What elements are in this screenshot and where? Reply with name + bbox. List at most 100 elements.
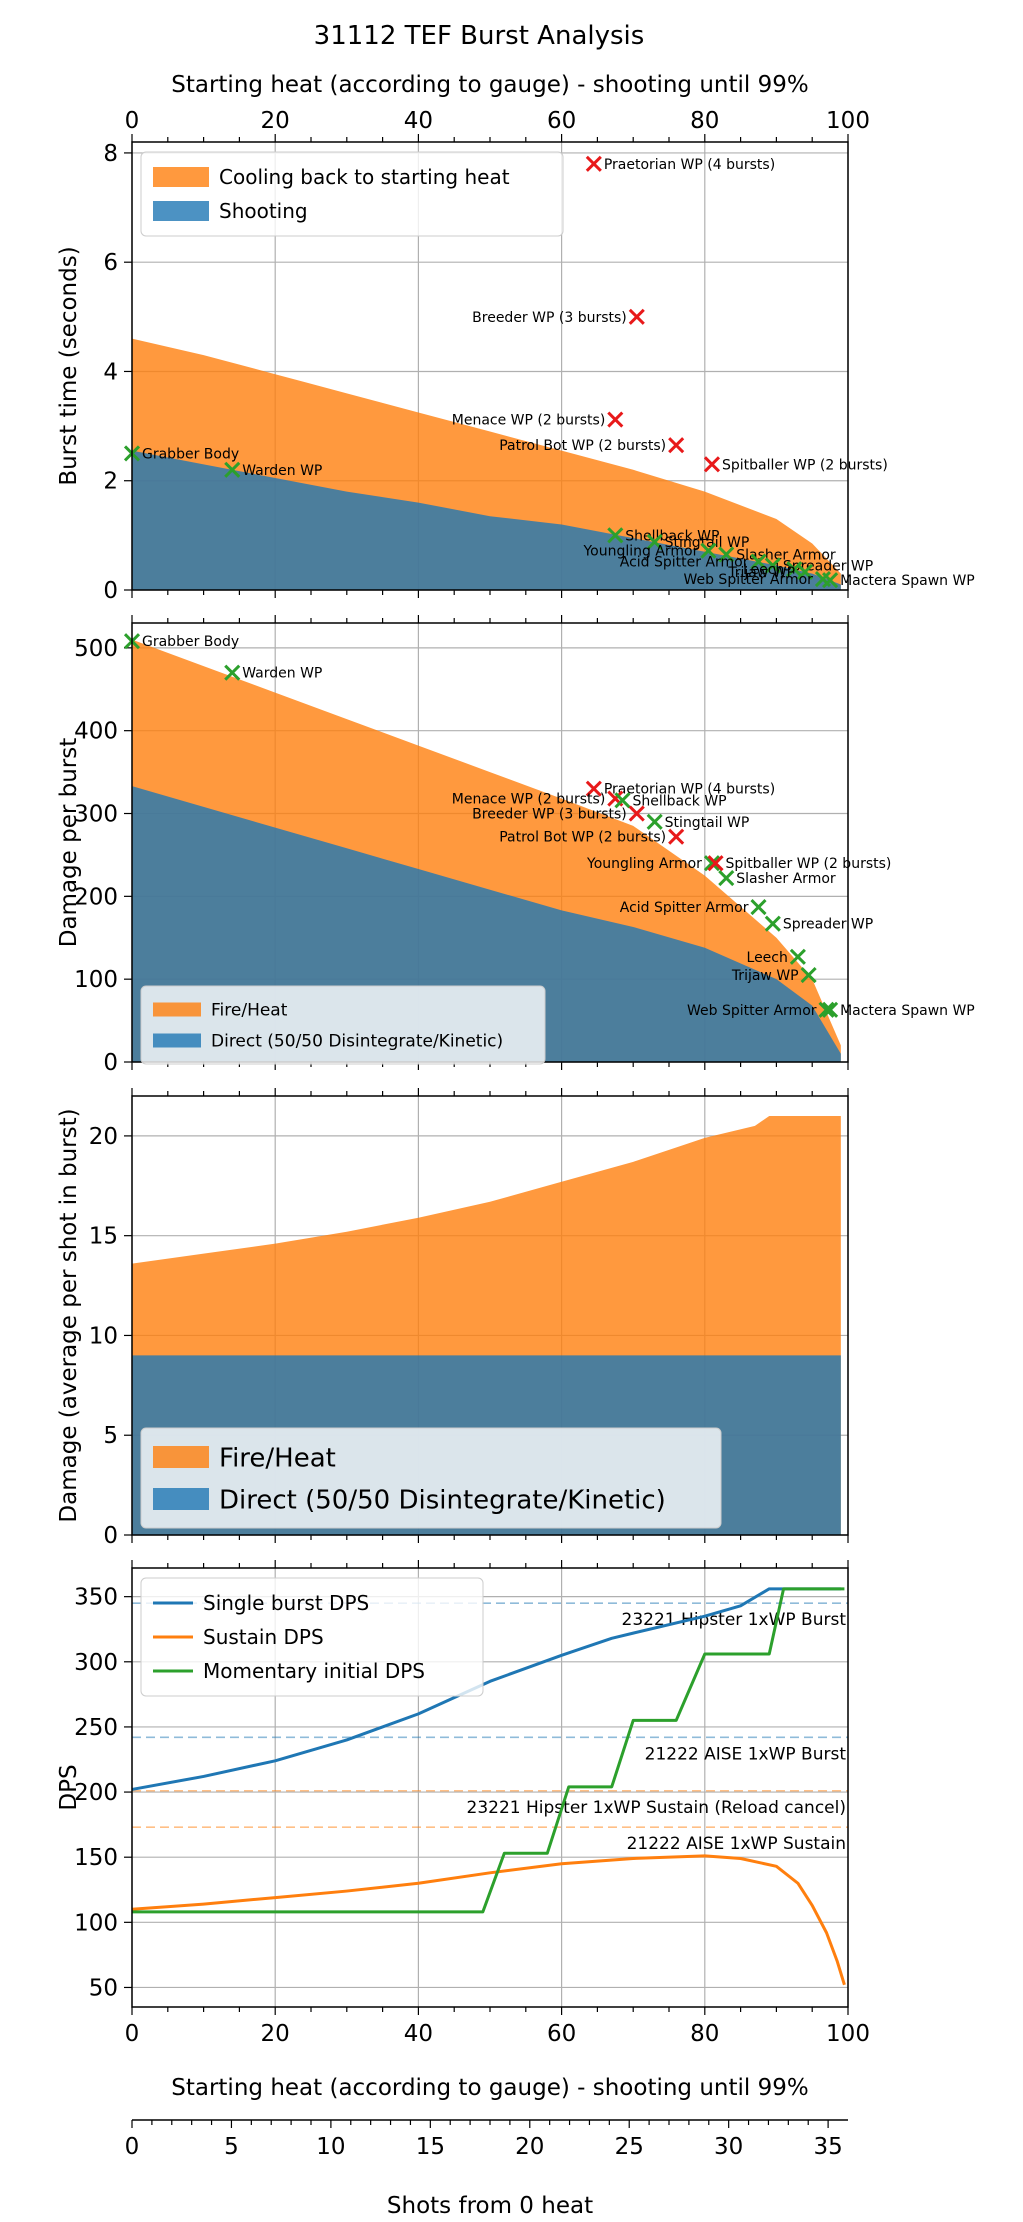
bottom-x-tick-label: 40	[404, 2021, 433, 2047]
marker-label: Youngling Armor	[582, 544, 698, 560]
legend-swatch	[153, 1002, 201, 1017]
marker-label: Shellback WP	[625, 528, 719, 544]
marker-label: Menace WP (2 bursts)	[452, 792, 606, 808]
plot-frame	[131, 141, 849, 591]
marker-label: Praetorian WP (4 bursts)	[604, 782, 775, 798]
reference-line-label: 21222 AISE 1xWP Burst	[645, 1744, 847, 1764]
marker-slasher-armor: Slasher Armor	[718, 870, 836, 887]
figure-title: 31112 TEF Burst Analysis	[314, 21, 645, 51]
marker-label: Leech	[743, 562, 784, 578]
marker-acid-spitter-armor: Acid Spitter Armor	[620, 553, 767, 571]
marker-label: Grabber Body	[142, 446, 239, 462]
marker-menace-wp-2-bursts-: Menace WP (2 bursts)	[452, 790, 624, 808]
marker-acid-spitter-armor: Acid Spitter Armor	[620, 899, 767, 916]
marker-web-spitter-armor: Web Spitter Armor	[683, 571, 832, 588]
marker-praetorian-wp-4-bursts-: Praetorian WP (4 bursts)	[585, 780, 775, 798]
marker-label: Stingtail WP	[665, 535, 750, 551]
y-axis-label: Damage per burst	[56, 738, 82, 948]
green-x-marker	[764, 915, 781, 932]
legend-label: Direct (50/50 Disintegrate/Kinetic)	[211, 1032, 503, 1052]
legend: Single burst DPS Sustain DPS Momentary ini…	[140, 1577, 484, 1697]
marker-label: Web Spitter Armor	[687, 1003, 817, 1019]
y-axis-label: DPS	[56, 1764, 82, 1810]
marker-label: Slasher Armor	[736, 871, 836, 887]
legend: Cooling back to starting heat Shooting	[140, 151, 564, 237]
marker-label: Leech	[747, 950, 788, 966]
y-tick-label: 250	[74, 1715, 118, 1741]
green-x-marker	[718, 546, 735, 563]
marker-mactera-spawn-wp: Mactera Spawn WP	[822, 572, 975, 589]
red-x-marker	[628, 805, 645, 822]
marker-warden-wp: Warden WP	[224, 461, 322, 479]
marker-shellback-wp: Shellback WP	[614, 792, 727, 809]
line-sustain-dps	[131, 1854, 846, 1986]
legend-label: Single burst DPS	[203, 1591, 369, 1615]
legend-swatch	[153, 167, 209, 187]
y-axis-label: Damage (average per shot in burst)	[56, 1108, 82, 1522]
marker-breeder-wp-3-bursts-: Breeder WP (3 bursts)	[472, 308, 645, 326]
marker-spitballer-wp-2-bursts-: Spitballer WP (2 bursts)	[707, 855, 892, 872]
legend-swatch	[153, 201, 209, 221]
y-axis-label: Burst time (seconds)	[56, 246, 82, 485]
top-x-tick-label: 40	[404, 108, 433, 134]
y-tick-label: 400	[74, 719, 118, 745]
reference-line-label: 23221 Hipster 1xWP Sustain (Reload cance…	[467, 1798, 846, 1818]
y-tick-label: 200	[74, 1780, 118, 1806]
marker-label: Spitballer WP (2 bursts)	[722, 457, 888, 473]
marker-stingtail-wp: Stingtail WP	[646, 813, 749, 831]
green-x-marker	[822, 1001, 839, 1018]
marker-label: Breeder WP (3 bursts)	[472, 807, 627, 823]
legend-swatch	[153, 1488, 209, 1510]
y-tick-label: 100	[74, 967, 118, 993]
marker-label: Shellback WP	[632, 793, 726, 809]
marker-mactera-spawn-wp: Mactera Spawn WP	[822, 1001, 975, 1019]
green-x-marker	[789, 948, 806, 965]
green-x-marker	[822, 572, 839, 589]
y-tick-label: 8	[103, 141, 118, 167]
red-x-marker	[607, 411, 624, 428]
shots-tick-label: 5	[224, 2134, 239, 2160]
legend-label: Direct (50/50 Disintegrate/Kinetic)	[219, 1485, 666, 1515]
top-x-tick-label: 0	[125, 108, 140, 134]
shots-tick-label: 15	[416, 2134, 445, 2160]
marker-shellback-wp: Shellback WP	[607, 527, 719, 544]
green-x-marker	[700, 542, 717, 559]
top-axis-label: Starting heat (according to gauge) - sho…	[171, 72, 808, 98]
shots-axis-label: Shots from 0 heat	[387, 2193, 593, 2219]
marker-trijaw-wp: Trijaw WP	[727, 563, 814, 581]
panel-1: 0 20 40 60 80 100 0 2 4 6 8 Burst time (seconds) Pra…	[56, 108, 975, 604]
legend-label: Cooling back to starting heat	[219, 165, 510, 189]
legend: Fire/Heat Direct (50/50 Disintegrate/Kine…	[140, 985, 546, 1065]
marker-label: Patrol Bot WP (2 bursts)	[499, 438, 666, 454]
marker-label: Spreader WP	[783, 917, 873, 933]
marker-patrol-bot-wp-2-bursts-: Patrol Bot WP (2 bursts)	[499, 828, 685, 846]
bottom-x-tick-label: 80	[690, 2021, 719, 2047]
marker-grabber-body: Grabber Body	[123, 633, 239, 650]
marker-grabber-body: Grabber Body	[123, 445, 239, 462]
plot-frame	[131, 1095, 849, 1536]
bottom-x-tick-label: 60	[547, 2021, 576, 2047]
y-tick-label: 5	[103, 1423, 118, 1449]
legend-label: Sustain DPS	[203, 1625, 324, 1649]
panel-3: 0 5 10 15 20 Damage (average per shot in burs…	[56, 1088, 849, 1549]
y-tick-label: 0	[103, 1523, 118, 1549]
top-x-tick-label: 100	[826, 108, 870, 134]
green-x-marker	[607, 527, 624, 544]
y-tick-label: 500	[74, 636, 118, 662]
marker-label: Trijaw WP	[731, 968, 799, 984]
marker-trijaw-wp: Trijaw WP	[731, 966, 817, 984]
red-x-marker	[668, 437, 685, 454]
top-x-tick-label: 60	[547, 108, 576, 134]
shots-tick-label: 10	[316, 2134, 345, 2160]
marker-label: Praetorian WP (4 bursts)	[604, 157, 775, 173]
marker-label: Spitballer WP (2 bursts)	[726, 856, 892, 872]
red-x-marker	[703, 456, 721, 473]
green-x-marker	[718, 870, 735, 887]
bottom-x-tick-label: 0	[125, 2021, 140, 2047]
top-x-tick-label: 20	[261, 108, 290, 134]
marker-stingtail-wp: Stingtail WP	[646, 533, 750, 551]
shots-tick-label: 25	[615, 2134, 644, 2160]
legend-swatch	[153, 1446, 209, 1468]
